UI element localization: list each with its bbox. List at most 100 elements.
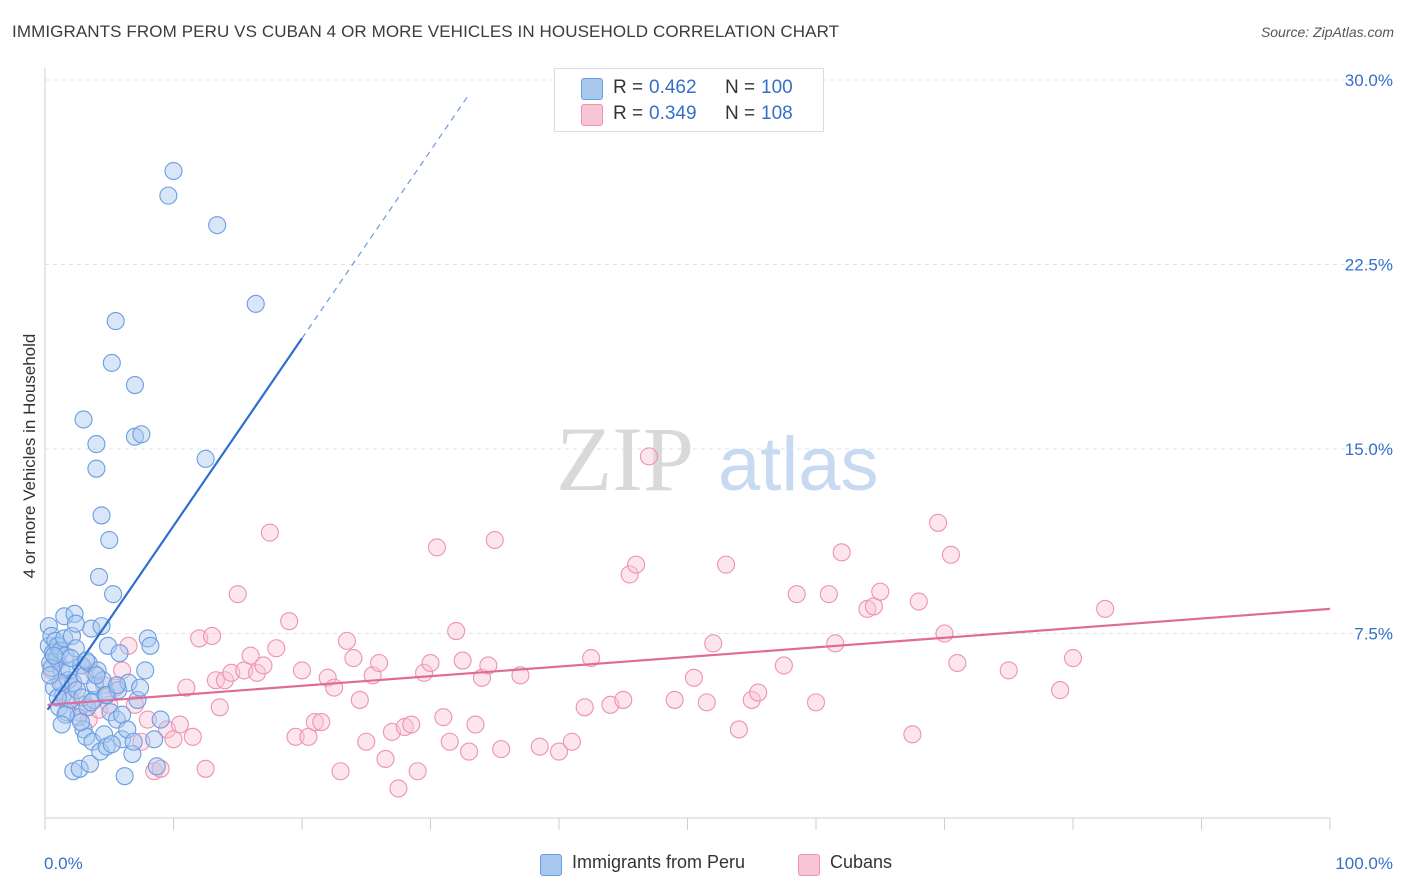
data-point-cubans xyxy=(562,732,581,751)
data-point-cubans xyxy=(344,649,363,668)
y-tick-label: 22.5% xyxy=(1345,256,1393,275)
data-point-cubans xyxy=(119,636,138,655)
data-point-peru xyxy=(66,614,85,633)
data-point-peru xyxy=(145,730,164,749)
data-point-peru xyxy=(106,312,125,331)
y-tick-label: 7.5% xyxy=(1354,625,1393,644)
data-point-peru xyxy=(113,730,132,749)
correlation-legend: R = 0.462 N = 100 R = 0.349 N = 108 xyxy=(554,68,824,132)
data-point-peru xyxy=(48,636,67,655)
data-point-peru xyxy=(41,666,60,685)
data-point-peru xyxy=(80,754,100,773)
data-point-cubans xyxy=(774,656,793,675)
data-point-peru xyxy=(164,161,183,181)
data-point-cubans xyxy=(280,612,299,631)
data-point-cubans xyxy=(832,543,851,562)
data-point-cubans xyxy=(1063,649,1083,668)
data-point-peru xyxy=(52,715,71,734)
data-point-peru xyxy=(102,353,121,372)
data-point-cubans xyxy=(138,710,157,729)
data-point-cubans xyxy=(1096,599,1115,618)
data-point-peru xyxy=(66,639,85,658)
data-point-cubans xyxy=(196,759,215,778)
data-point-peru xyxy=(65,604,84,623)
y-tick-label: 15.0% xyxy=(1345,440,1393,459)
data-point-peru xyxy=(131,678,150,697)
data-point-peru xyxy=(159,186,178,205)
legend-swatch-cubans xyxy=(581,104,603,126)
data-point-peru xyxy=(107,676,127,695)
data-point-cubans xyxy=(376,749,395,769)
trend-line-peru xyxy=(46,337,303,711)
data-point-peru xyxy=(119,673,138,692)
data-point-cubans xyxy=(620,565,639,584)
legend-r-value: 0.349 xyxy=(649,103,697,124)
data-point-peru xyxy=(44,646,64,665)
data-point-cubans xyxy=(627,555,646,574)
data-point-cubans xyxy=(440,732,459,751)
data-point-cubans xyxy=(871,582,890,601)
legend-label-cubans: Cubans xyxy=(830,852,893,872)
data-point-cubans xyxy=(228,585,247,604)
data-point-peru xyxy=(141,636,160,655)
data-point-cubans xyxy=(241,646,260,665)
data-point-cubans xyxy=(170,715,189,734)
data-point-cubans xyxy=(665,690,684,709)
data-point-cubans xyxy=(826,634,845,653)
data-point-cubans xyxy=(434,708,453,727)
data-point-cubans xyxy=(549,742,569,761)
x-tick-label-right: 100.0% xyxy=(1335,854,1393,873)
series-cubans-points xyxy=(42,447,1115,798)
legend-n-label: N = xyxy=(725,103,756,124)
legend-r-value: 0.462 xyxy=(649,77,697,98)
data-point-cubans xyxy=(684,668,703,687)
data-point-cubans xyxy=(999,661,1018,680)
data-point-cubans xyxy=(331,762,350,781)
gridlines xyxy=(45,79,1392,634)
x-tick-label-left: 0.0% xyxy=(44,854,83,873)
data-point-cubans xyxy=(325,678,344,697)
watermark: ZIP atlas xyxy=(556,408,879,510)
data-point-cubans xyxy=(357,732,376,751)
data-point-cubans xyxy=(402,715,421,734)
data-point-cubans xyxy=(350,690,369,709)
data-point-peru xyxy=(136,661,155,680)
data-point-cubans xyxy=(903,725,922,744)
data-point-cubans xyxy=(125,695,144,714)
watermark-atlas: atlas xyxy=(718,422,879,507)
data-point-cubans xyxy=(941,545,960,564)
data-point-cubans xyxy=(819,585,838,604)
trend-line-cubans xyxy=(47,607,1331,706)
source-label: Source: ZipAtlas.com xyxy=(1260,24,1394,40)
trend-line-peru-extension xyxy=(301,94,470,339)
data-point-cubans xyxy=(203,626,222,646)
data-point-cubans xyxy=(716,555,736,574)
data-point-cubans xyxy=(312,713,331,732)
data-point-cubans xyxy=(447,621,466,641)
data-point-peru xyxy=(196,449,215,468)
data-point-peru xyxy=(56,705,75,724)
y-tick-label: 30.0% xyxy=(1345,71,1393,90)
data-point-cubans xyxy=(749,683,768,702)
data-point-cubans xyxy=(427,538,446,557)
data-point-peru xyxy=(70,759,89,778)
data-point-cubans xyxy=(479,656,498,675)
data-point-cubans xyxy=(247,663,267,682)
data-point-peru xyxy=(124,732,143,751)
data-point-cubans xyxy=(215,671,234,690)
data-point-cubans xyxy=(318,668,337,687)
data-point-cubans xyxy=(614,690,633,709)
data-point-cubans xyxy=(485,530,504,550)
data-point-peru xyxy=(151,710,170,729)
data-point-cubans xyxy=(530,737,549,756)
legend-swatch-peru xyxy=(540,854,562,876)
tick-labels: 7.5% 15.0% 22.5% 30.0% 0.0% 100.0% xyxy=(44,71,1393,873)
data-point-peru xyxy=(97,737,116,756)
data-point-cubans xyxy=(466,715,485,734)
data-point-cubans xyxy=(806,693,826,712)
data-point-cubans xyxy=(929,513,948,532)
legend-n-label: N = xyxy=(725,77,756,98)
data-point-cubans xyxy=(292,661,312,680)
data-point-cubans xyxy=(183,727,202,746)
data-point-cubans xyxy=(582,649,601,668)
